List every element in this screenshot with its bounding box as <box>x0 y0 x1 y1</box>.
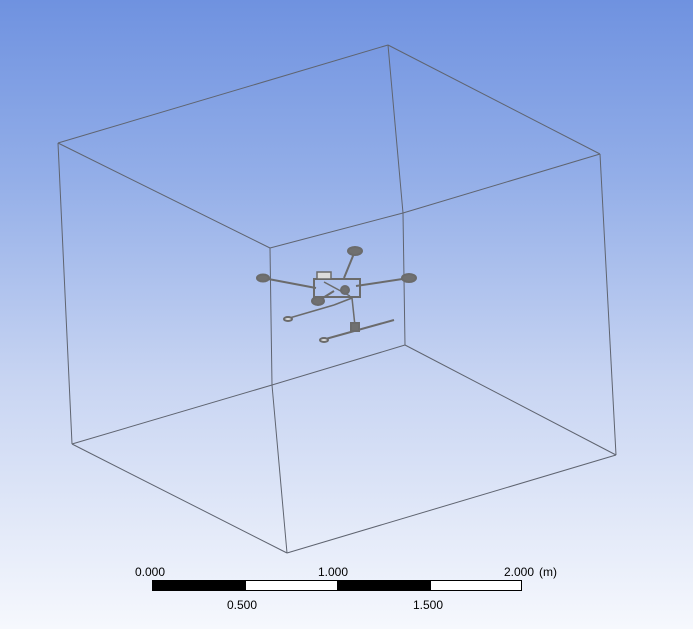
scale-segment <box>152 580 245 591</box>
scale-segment <box>245 580 338 591</box>
scale-bar: 0.000 1.000 2.000 (m) 0.500 1.500 <box>130 560 590 620</box>
scale-tick-label: 1.000 <box>318 565 349 579</box>
scale-tick-label: 0.500 <box>227 598 258 612</box>
scale-tick-label: 2.000 <box>504 565 535 579</box>
scale-unit: (m) <box>539 565 557 579</box>
scale-segment <box>337 580 430 591</box>
scale-tick-label: 0.000 <box>135 565 166 579</box>
drone-geometry[interactable] <box>256 246 417 343</box>
scale-segment <box>430 580 522 591</box>
scale-tick-label: 1.500 <box>413 598 444 612</box>
